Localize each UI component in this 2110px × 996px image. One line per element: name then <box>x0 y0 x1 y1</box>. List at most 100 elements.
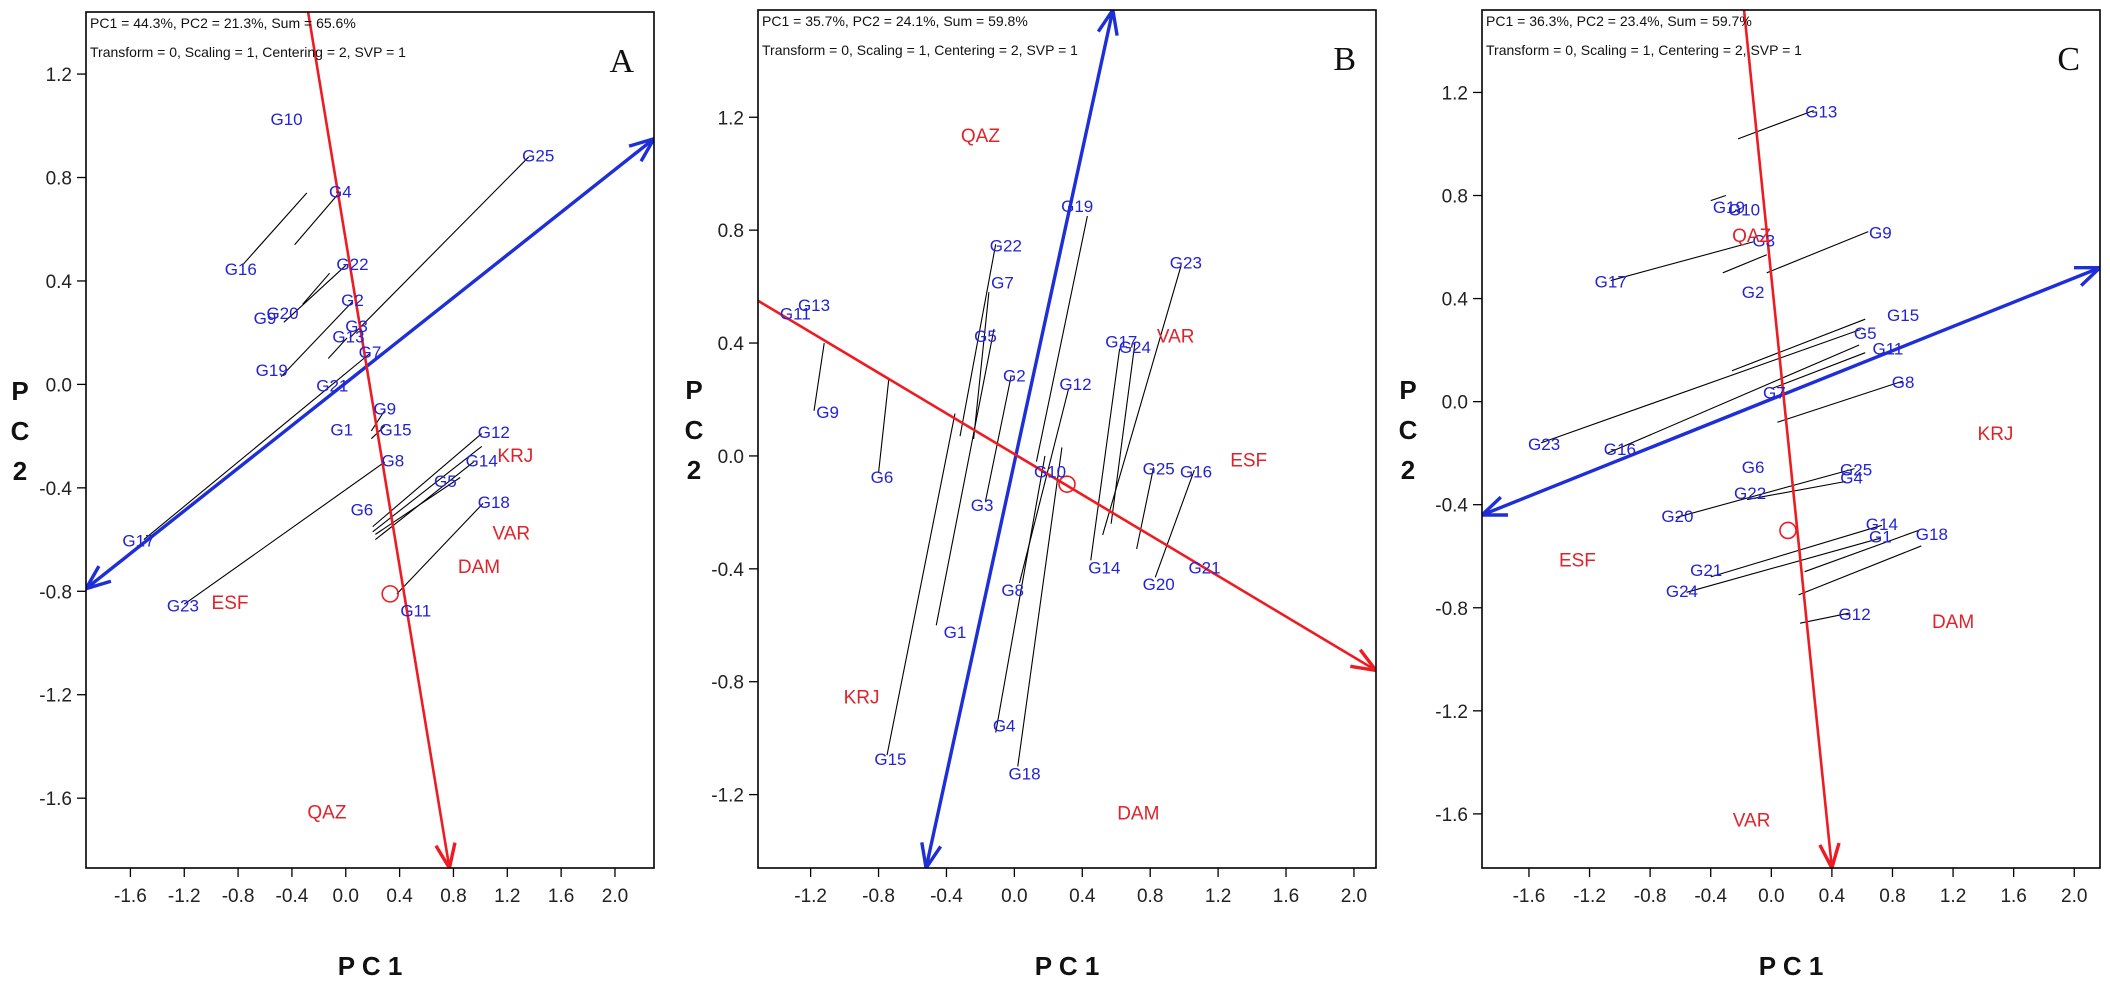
header-settings: Transform = 0, Scaling = 1, Centering = … <box>1486 42 1802 58</box>
blue-arrowhead <box>1482 495 1509 517</box>
projection-line <box>984 376 1012 502</box>
genotype-label: G20 <box>266 304 298 323</box>
panel-letter: A <box>609 43 634 80</box>
projection-line <box>1710 194 1727 202</box>
genotype-label: G25 <box>522 146 554 165</box>
environment-label: VAR <box>492 523 530 544</box>
genotype-label: G19 <box>1713 198 1745 217</box>
genotype-label: G18 <box>478 493 510 512</box>
projection-line <box>877 379 890 473</box>
x-tick-label: 2.0 <box>1341 886 1367 907</box>
x-axis-title: P C 1 <box>338 951 403 981</box>
projection-line <box>886 413 956 756</box>
blue-axis-line <box>1482 266 2100 517</box>
genotype-label: G1 <box>1869 528 1892 547</box>
x-tick-label: 0.0 <box>333 886 359 907</box>
x-tick-label: 1.6 <box>548 886 574 907</box>
genotype-label: G20 <box>1143 575 1175 594</box>
genotype-label: G24 <box>1119 338 1151 357</box>
y-tick-label: 1.2 <box>46 65 72 86</box>
x-tick-label: 0.4 <box>386 886 413 907</box>
environment-label: KRJ <box>497 446 533 467</box>
projection-line <box>143 352 371 540</box>
x-tick-label: 0.4 <box>1069 886 1096 907</box>
genotype-label: G5 <box>434 472 457 491</box>
red-arrowhead <box>434 842 457 868</box>
genotype-label: G15 <box>1887 306 1919 325</box>
genotype-label: G12 <box>478 423 510 442</box>
projection-line <box>1710 524 1883 578</box>
y-tick-label: -0.8 <box>39 582 72 603</box>
projection-line <box>1090 348 1121 561</box>
genotype-label: G10 <box>270 110 302 129</box>
genotype-label: G11 <box>780 304 811 323</box>
projection-line <box>959 244 997 437</box>
genotype-label: G23 <box>1528 435 1560 454</box>
x-tick-label: -1.6 <box>1513 886 1546 907</box>
projection-line <box>1798 545 1922 596</box>
genotype-label: G24 <box>1666 582 1698 601</box>
x-tick-label: 2.0 <box>602 886 628 907</box>
genotype-label: G13 <box>798 296 830 315</box>
red-arrowhead <box>1350 648 1376 673</box>
x-tick-label: 0.8 <box>440 886 466 907</box>
genotype-label: G19 <box>256 361 288 380</box>
average-environment-circle <box>1058 475 1076 493</box>
blue-arrowhead <box>2073 265 2100 287</box>
y-tick-label: -1.2 <box>39 686 72 707</box>
projection-line <box>302 272 331 305</box>
genotype-label: G4 <box>1840 468 1863 487</box>
environment-label: DAM <box>458 557 500 578</box>
x-tick-label: 0.8 <box>1137 886 1163 907</box>
y-tick-label: -0.8 <box>1435 599 1468 620</box>
genotype-label: G17 <box>1105 333 1137 352</box>
plot-frame <box>85 11 655 869</box>
projection-line <box>283 265 347 323</box>
projection-line <box>995 455 1046 733</box>
header-stats: PC1 = 35.7%, PC2 = 24.1%, Sum = 59.8% <box>762 13 1028 29</box>
y-tick-label: -1.2 <box>1435 702 1468 723</box>
x-tick-label: 0.0 <box>1758 886 1784 907</box>
projection-line <box>1746 480 1846 501</box>
projection-line <box>1136 467 1155 550</box>
y-tick-label: -1.6 <box>39 789 72 810</box>
genotype-label: G22 <box>990 237 1022 256</box>
genotype-label: G2 <box>341 291 364 310</box>
projection-line <box>375 477 461 535</box>
red-axis-line <box>1742 10 1834 868</box>
y-tick-label: 0.8 <box>46 169 72 190</box>
genotype-label: G2 <box>1742 283 1765 302</box>
x-tick-label: 1.6 <box>1273 886 1299 907</box>
genotype-label: G9 <box>816 403 839 422</box>
header-settings: Transform = 0, Scaling = 1, Centering = … <box>90 44 406 60</box>
x-axis-title: P C 1 <box>1759 951 1824 981</box>
projection-line <box>1686 537 1881 593</box>
x-tick-label: -0.8 <box>1634 886 1667 907</box>
y-tick-label: -0.4 <box>39 479 72 500</box>
projection-line <box>1675 468 1855 519</box>
genotype-label: G6 <box>871 468 894 487</box>
y-tick-label: 1.2 <box>718 108 744 129</box>
genotype-label: G12 <box>1839 605 1871 624</box>
genotype-label: G23 <box>1170 253 1202 272</box>
projection-line <box>370 409 386 432</box>
genotype-label: G21 <box>1690 561 1722 580</box>
genotype-label: G9 <box>1869 224 1892 243</box>
y-tick-label: -0.4 <box>711 560 744 581</box>
genotype-label: G17 <box>1595 273 1627 292</box>
genotype-label: G9 <box>254 309 277 328</box>
x-tick-label: -0.8 <box>862 886 895 907</box>
y-tick-label: 1.2 <box>1442 83 1468 104</box>
genotype-label: G21 <box>316 376 348 395</box>
projection-line <box>327 337 348 359</box>
genotype-label: G8 <box>1001 581 1024 600</box>
y-tick-label: 0.8 <box>718 221 744 242</box>
y-tick-label: 0.4 <box>718 334 745 355</box>
blue-arrowhead <box>628 136 654 163</box>
x-tick-label: -1.2 <box>794 886 827 907</box>
